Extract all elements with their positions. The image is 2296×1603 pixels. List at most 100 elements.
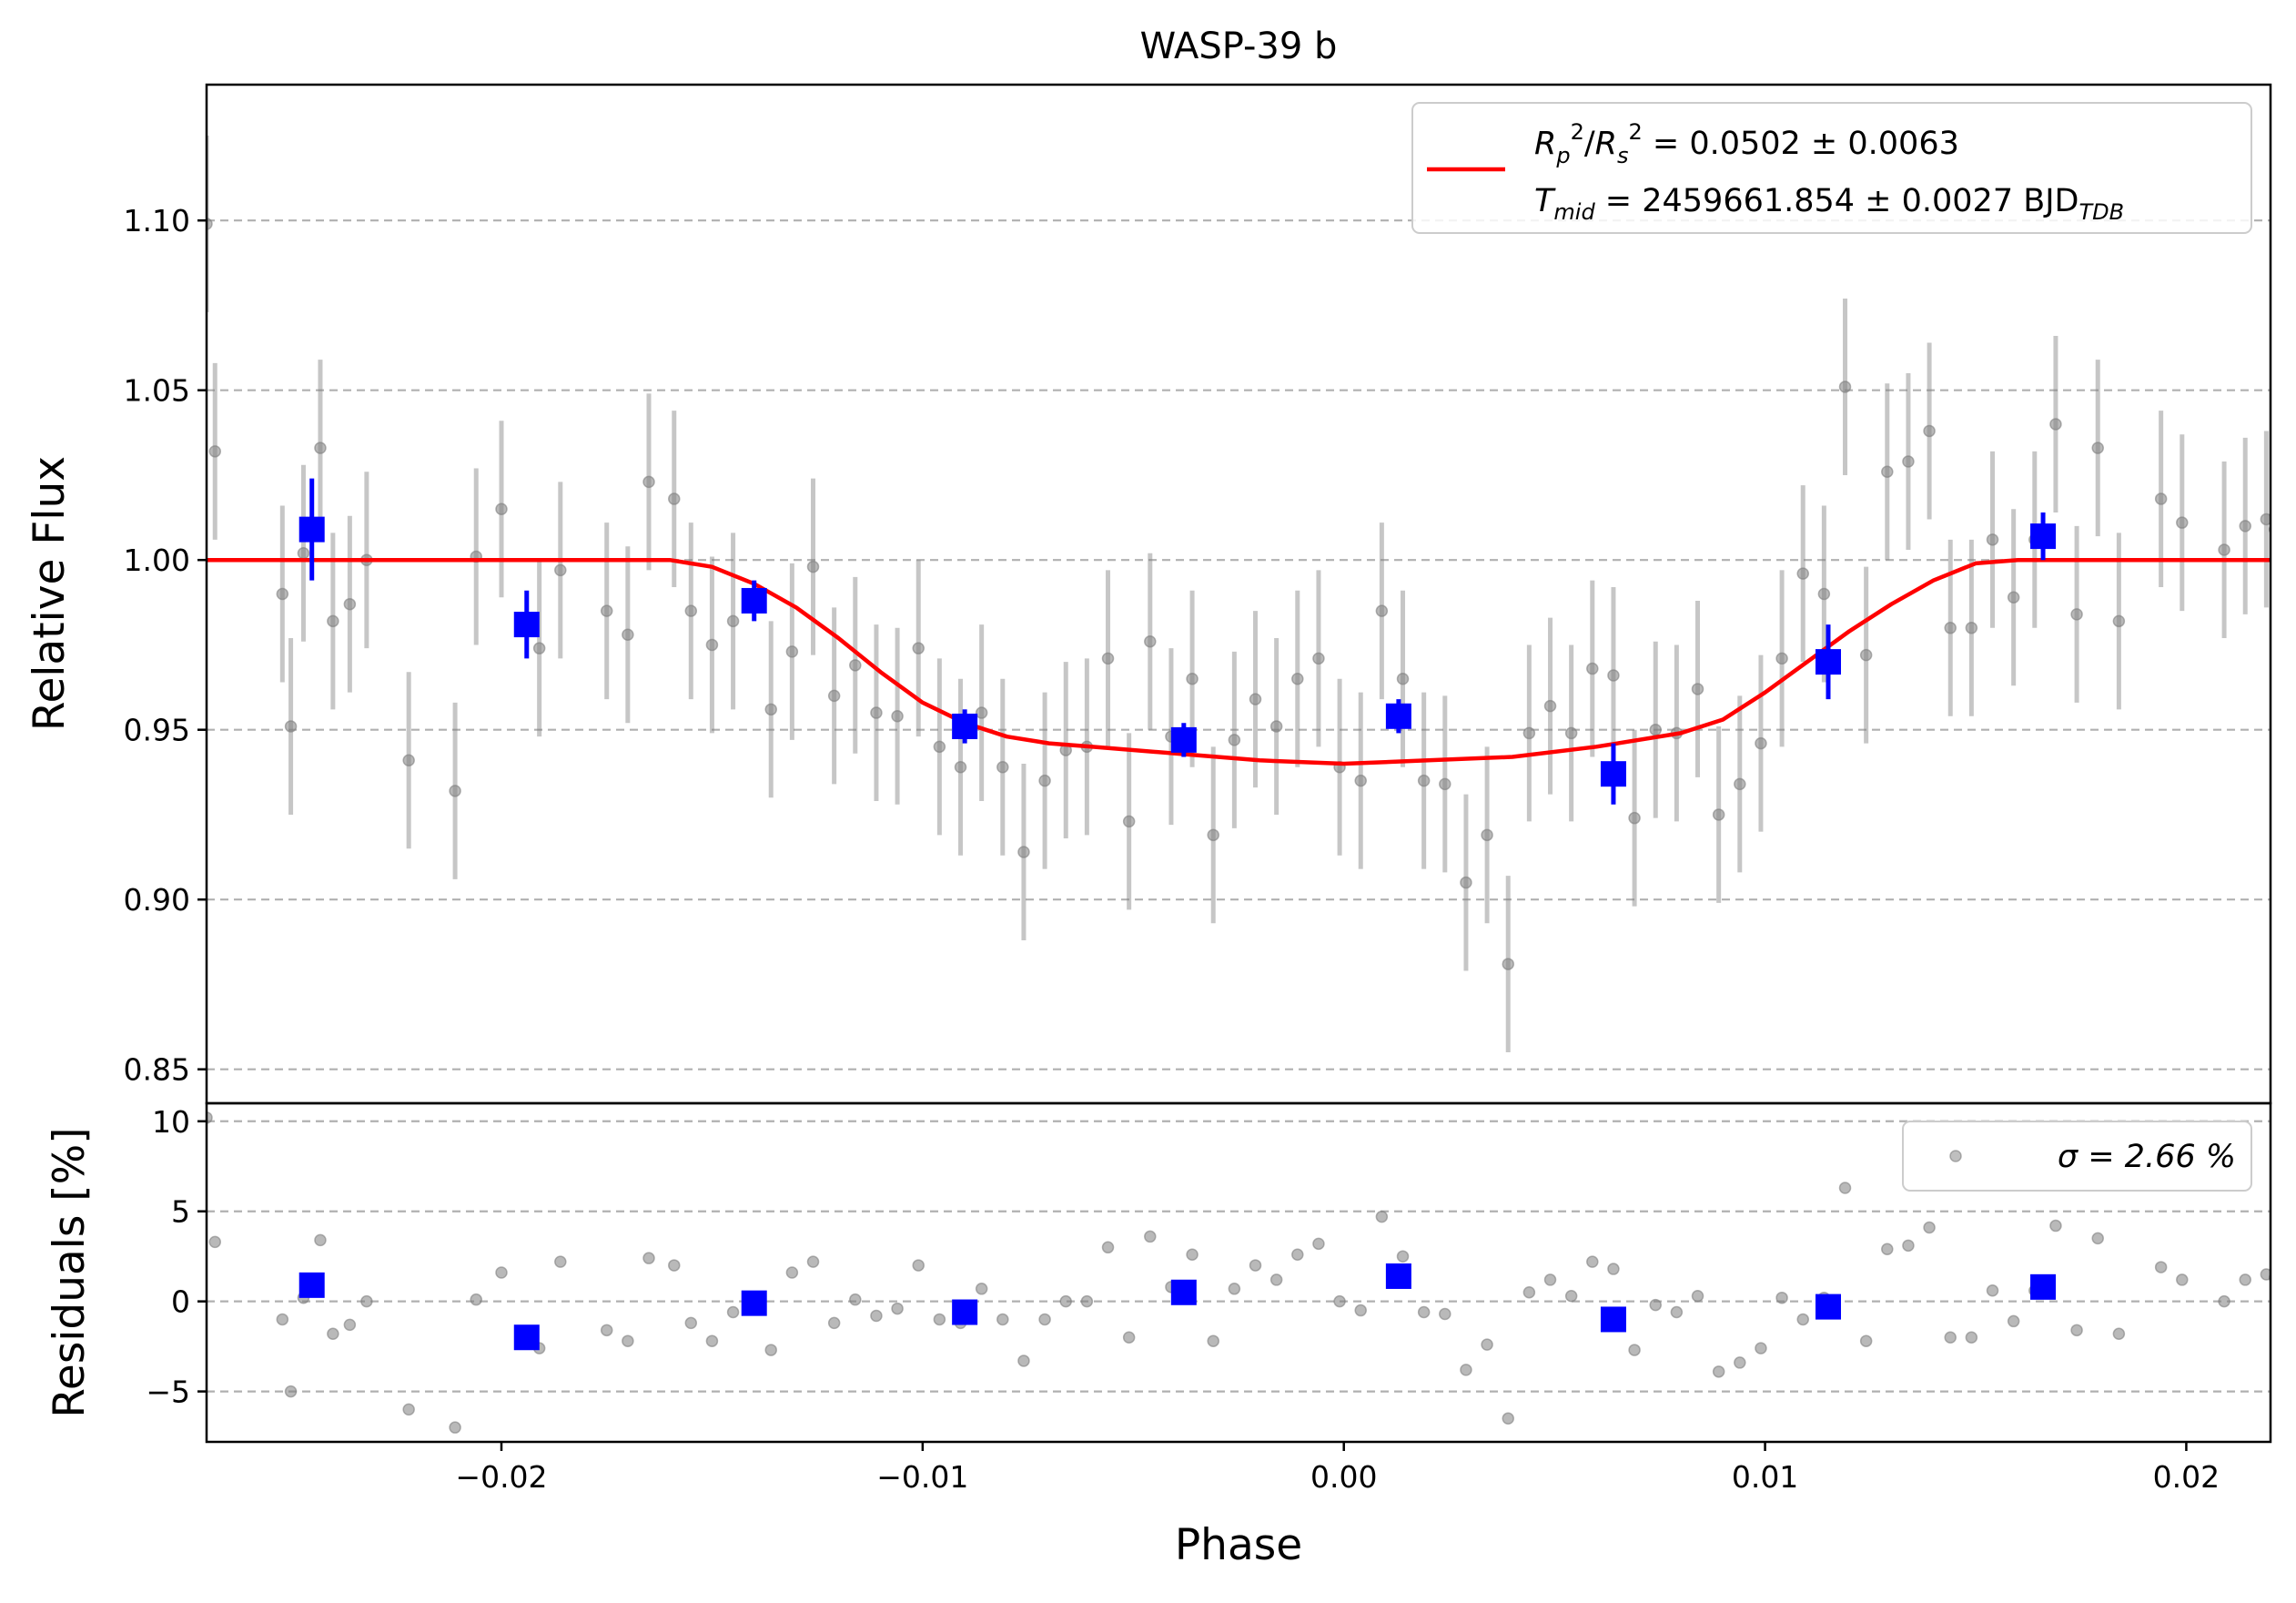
residual-point: [360, 1294, 373, 1308]
data-point: [1607, 669, 1620, 682]
legend-tmid-label: Tmid = 2459661.854 ± 0.0027 BJDTDB: [1534, 183, 2124, 225]
residual-point: [1734, 1356, 1746, 1369]
data-point: [532, 642, 546, 654]
residual-point: [1291, 1248, 1304, 1261]
residual-point: [2176, 1273, 2189, 1286]
residual-point: [2154, 1261, 2168, 1273]
data-point: [849, 659, 862, 672]
residuals-panel: −5 0 5 10 −0.02 −0.01 0.00 0.01 0.02 Residuals …: [45, 1101, 2272, 1570]
residual-point: [996, 1313, 1009, 1326]
data-point: [284, 720, 298, 733]
residual-point: [1543, 1273, 1557, 1286]
data-point: [1902, 455, 1915, 468]
residuals-y-ticks: −5 0 5 10: [146, 1104, 207, 1410]
residual-point: [1755, 1342, 1767, 1354]
residual-point: [1712, 1365, 1725, 1378]
data-point: [726, 614, 740, 628]
residual-point: [1017, 1354, 1030, 1367]
data-point: [1186, 673, 1199, 685]
residual-point: [2007, 1314, 2020, 1328]
residual-point: [1902, 1239, 1915, 1253]
data-point: [806, 560, 820, 573]
residual-point: [276, 1313, 289, 1326]
data-point: [1923, 424, 1936, 438]
data-point: [1312, 652, 1325, 665]
binned-point: [513, 612, 540, 638]
data-point: [933, 740, 946, 754]
data-point: [1417, 774, 1431, 787]
residual-point: [2070, 1324, 2083, 1337]
binned-point: [1170, 726, 1197, 753]
data-point: [554, 563, 567, 577]
x-tick-label: 0.00: [1310, 1459, 1377, 1495]
data-point: [1817, 587, 1831, 601]
data-point: [1439, 777, 1451, 791]
transit-model-line: [207, 557, 2271, 766]
data-point: [1522, 726, 1536, 740]
residual-point: [705, 1334, 719, 1347]
residual-point: [870, 1309, 883, 1323]
residual-point: [1249, 1259, 1262, 1272]
data-point: [2112, 614, 2126, 628]
data-point: [684, 604, 698, 617]
binned-point: [1600, 761, 1626, 787]
residual-point: [1080, 1294, 1094, 1308]
main-y-tick-label: 0.85: [124, 1052, 190, 1088]
binned-residual-point: [1385, 1263, 1411, 1289]
data-point: [2049, 418, 2062, 431]
residual-point: [1965, 1331, 1978, 1344]
residual-point: [1375, 1210, 1389, 1223]
residual-point: [2112, 1327, 2126, 1341]
residual-point: [764, 1344, 777, 1356]
residual-point: [827, 1316, 841, 1330]
residual-point: [1564, 1289, 1578, 1303]
main-legend: Rp2/Rs2 = 0.0502 ± 0.0063 Tmid = 2459661…: [1411, 102, 2252, 234]
residual-point: [1923, 1221, 1936, 1234]
x-ticks: −0.02 −0.01 0.00 0.01 0.02: [455, 1442, 2220, 1495]
residual-point: [622, 1334, 634, 1347]
residual-point: [1460, 1364, 1472, 1376]
data-point: [1101, 652, 1115, 665]
data-point: [2007, 591, 2020, 604]
data-point: [1038, 774, 1051, 787]
main-grid: [207, 219, 2271, 1070]
residual-point: [1670, 1305, 1684, 1319]
data-point: [642, 475, 655, 489]
binned-residual-point: [513, 1324, 540, 1351]
residual-point: [1502, 1412, 1514, 1425]
data-point: [622, 628, 634, 642]
data-point: [1628, 811, 1641, 825]
binned-residual-point: [741, 1290, 767, 1316]
data-point: [954, 760, 967, 774]
residuals-y-tick-label: 5: [171, 1194, 190, 1230]
binned-point: [952, 713, 978, 739]
main-y-ticks: 0.85 0.90 0.95 1.00 1.05 1.10: [124, 203, 207, 1088]
residual-point: [1269, 1273, 1283, 1286]
data-point: [785, 645, 799, 658]
data-point: [1502, 958, 1514, 970]
data-point: [827, 689, 841, 703]
data-point: [1291, 673, 1304, 685]
residual-point: [1944, 1331, 1957, 1344]
residuals-legend: σ = 2.66 %: [1902, 1121, 2252, 1192]
x-tick-label: 0.01: [1732, 1459, 1798, 1495]
main-y-tick-label: 0.90: [124, 882, 190, 918]
chart-title: WASP-39 b: [1140, 25, 1338, 67]
x-tick-label: 0.02: [2153, 1459, 2220, 1495]
main-legend-box: [1411, 102, 2252, 234]
data-point: [1375, 604, 1389, 617]
data-point: [1796, 567, 1809, 580]
data-point: [297, 546, 310, 560]
residuals-y-tick-label: 10: [152, 1104, 190, 1140]
residual-point: [1838, 1182, 1852, 1194]
residuals-y-axis-label: Residuals [%]: [45, 1127, 95, 1417]
residuals-legend-box: [1902, 1121, 2252, 1192]
data-point: [870, 706, 883, 719]
residuals-axes-frame: [205, 1101, 2272, 1444]
data-point: [1460, 876, 1472, 889]
residual-point: [1354, 1304, 1367, 1317]
residual-point: [1691, 1289, 1704, 1303]
residual-point: [1628, 1344, 1641, 1356]
data-point: [1838, 380, 1852, 393]
data-point: [705, 638, 719, 652]
